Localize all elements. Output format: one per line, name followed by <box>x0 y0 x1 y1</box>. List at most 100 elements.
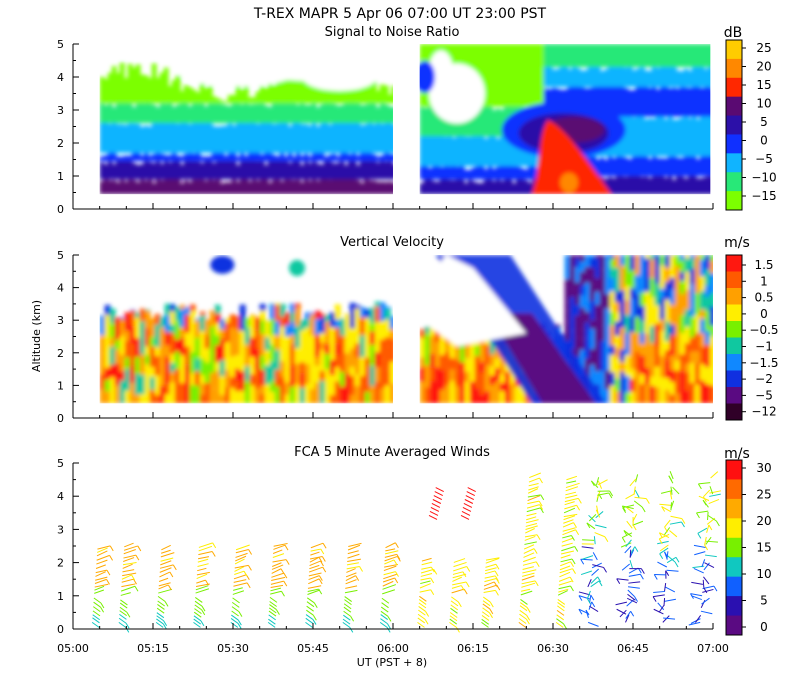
wind-barb <box>536 534 541 541</box>
wind-barb <box>562 527 576 532</box>
wind-barb <box>396 556 401 562</box>
wind-barb <box>343 610 351 617</box>
wind-barb <box>707 511 709 521</box>
wind-barb <box>628 573 641 577</box>
wind-barb <box>523 548 535 554</box>
wind-barb <box>95 571 106 577</box>
wind-barb <box>704 544 709 551</box>
wind-barb <box>664 519 671 528</box>
wind-barb <box>674 561 679 568</box>
colorbar-swatch <box>726 96 742 117</box>
wind-barb <box>519 613 527 620</box>
wind-barb <box>430 589 435 595</box>
wind-barb <box>157 595 166 602</box>
wind-barb <box>457 601 462 608</box>
wind-barb <box>163 620 168 627</box>
wind-barb <box>526 507 541 513</box>
wind-barb <box>525 519 539 524</box>
wind-barb <box>460 585 465 591</box>
wind-barb <box>235 549 249 554</box>
vv-axes: 0 1 2 3 4 5 <box>57 249 714 425</box>
colorbar-swatch <box>726 479 742 500</box>
wind-barb <box>559 565 571 571</box>
wind-barb <box>269 601 277 607</box>
wind-barb <box>670 502 672 511</box>
wind-barb <box>482 600 491 607</box>
wind-barb <box>691 595 702 601</box>
y-tick-label: 5 <box>57 249 64 262</box>
wind-barb <box>629 559 633 569</box>
wind-barb <box>118 617 127 624</box>
wind-barb <box>158 588 173 594</box>
wind-barb <box>233 579 247 583</box>
wind-barb <box>558 585 571 590</box>
panel-snr: Signal to Noise Ratio 0 1 2 3 4 5 25 20 15 10 5 0 −… <box>57 25 777 216</box>
wind-barb <box>629 549 635 558</box>
wind-barb <box>527 500 540 505</box>
wind-barb <box>525 525 538 530</box>
y-tick-label: 3 <box>57 523 64 536</box>
colorbar-swatch <box>726 304 742 322</box>
wind-barb <box>495 590 499 596</box>
wind-barb <box>698 482 711 485</box>
wind-barb <box>155 621 164 628</box>
wind-barb <box>528 486 539 491</box>
wind-barb <box>418 609 426 616</box>
wind-barb <box>630 611 635 617</box>
wind-barb <box>658 604 665 613</box>
colorbar-swatch <box>726 40 742 60</box>
wind-barb <box>641 506 646 513</box>
wind-barb <box>284 544 289 551</box>
wind-barb <box>485 557 500 561</box>
wind-barb <box>121 578 134 583</box>
colorbar-label: 15 <box>756 541 771 555</box>
wind-barb <box>520 588 531 592</box>
wind-barb <box>120 592 131 596</box>
colorbar-swatch <box>726 77 742 98</box>
wind-barb <box>669 471 674 480</box>
wind-barb <box>346 562 359 566</box>
wind-barb <box>96 550 108 557</box>
wind-barb <box>691 581 703 585</box>
colorbar-label: 30 <box>756 461 771 475</box>
x-axis-label: UT (PST + 8) <box>357 656 427 669</box>
wind-barb <box>463 503 473 508</box>
wind-barb <box>346 565 360 570</box>
wind-barb <box>596 477 600 486</box>
x-tick-label: 05:30 <box>217 642 249 655</box>
wind-barb <box>386 627 391 633</box>
wind-barb <box>120 585 136 592</box>
wind-barb <box>629 478 637 487</box>
wind-barb <box>196 573 208 579</box>
y-tick-label: 1 <box>57 590 64 603</box>
wind-barb <box>269 604 277 610</box>
colorbar-swatch <box>726 557 742 578</box>
wind-barb <box>696 510 709 514</box>
wind-barb <box>485 567 497 572</box>
wind-barb <box>320 548 325 555</box>
wind-barb <box>572 568 576 574</box>
wind-barb <box>159 564 174 569</box>
colorbar-swatch <box>726 191 742 211</box>
x-tick-label: 07:00 <box>697 642 729 655</box>
wind-barb <box>421 561 433 566</box>
wind-barb <box>622 504 635 509</box>
wind-barb <box>489 601 494 608</box>
wind-barb <box>201 609 206 616</box>
wind-barb <box>94 585 105 591</box>
wind-barb <box>558 576 571 582</box>
wind-barb <box>582 555 594 560</box>
wind-barb <box>419 595 427 602</box>
wind-barb <box>521 582 536 588</box>
wind-barb <box>285 559 290 565</box>
wind-barb <box>481 615 490 621</box>
wind-barb <box>449 618 458 625</box>
wind-barb <box>272 549 283 554</box>
wind-barb <box>571 535 575 541</box>
wind-barb <box>123 545 138 551</box>
wind-barb <box>306 601 315 608</box>
wind-barb <box>466 491 475 496</box>
wind-barb <box>157 604 165 610</box>
wind-barb <box>464 499 474 504</box>
wind-barb <box>197 556 210 560</box>
